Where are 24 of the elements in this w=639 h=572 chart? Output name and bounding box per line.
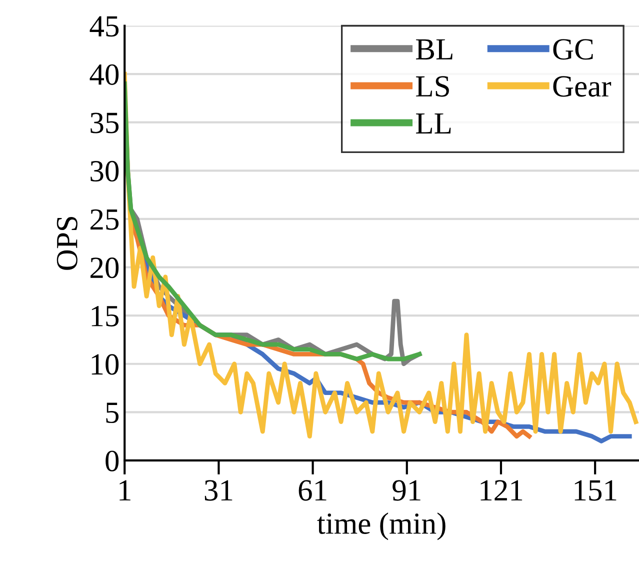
legend-label: LL — [416, 113, 451, 134]
legend-label: Gear — [553, 76, 612, 97]
x-axis-title: time (min) — [317, 512, 446, 540]
y-tick-label: 15 — [92, 306, 119, 326]
y-tick-label: 10 — [92, 354, 119, 375]
y-axis-title: OPS — [56, 216, 78, 270]
y-tick-label: 45 — [90, 16, 119, 37]
x-tick-label: 31 — [204, 480, 232, 501]
x-tick-label: 151 — [574, 480, 616, 501]
y-tick-label: 0 — [106, 450, 119, 472]
legend-label: GC — [553, 39, 593, 60]
y-tick-label: 30 — [90, 160, 119, 182]
y-tick-label: 20 — [90, 258, 119, 278]
x-tick-label: 61 — [298, 480, 326, 501]
y-tick-label: 35 — [90, 112, 119, 134]
y-tick-label: 40 — [90, 64, 119, 85]
x-tick-label: 91 — [392, 480, 420, 501]
y-tick-label: 25 — [90, 209, 119, 230]
x-tick-label: 121 — [480, 480, 522, 500]
line-series — [124, 72, 638, 439]
legend-label: BL — [416, 39, 452, 60]
x-tick-label: 1 — [120, 480, 130, 500]
legend-label: LS — [416, 76, 449, 97]
y-tick-label: 5 — [106, 402, 119, 424]
